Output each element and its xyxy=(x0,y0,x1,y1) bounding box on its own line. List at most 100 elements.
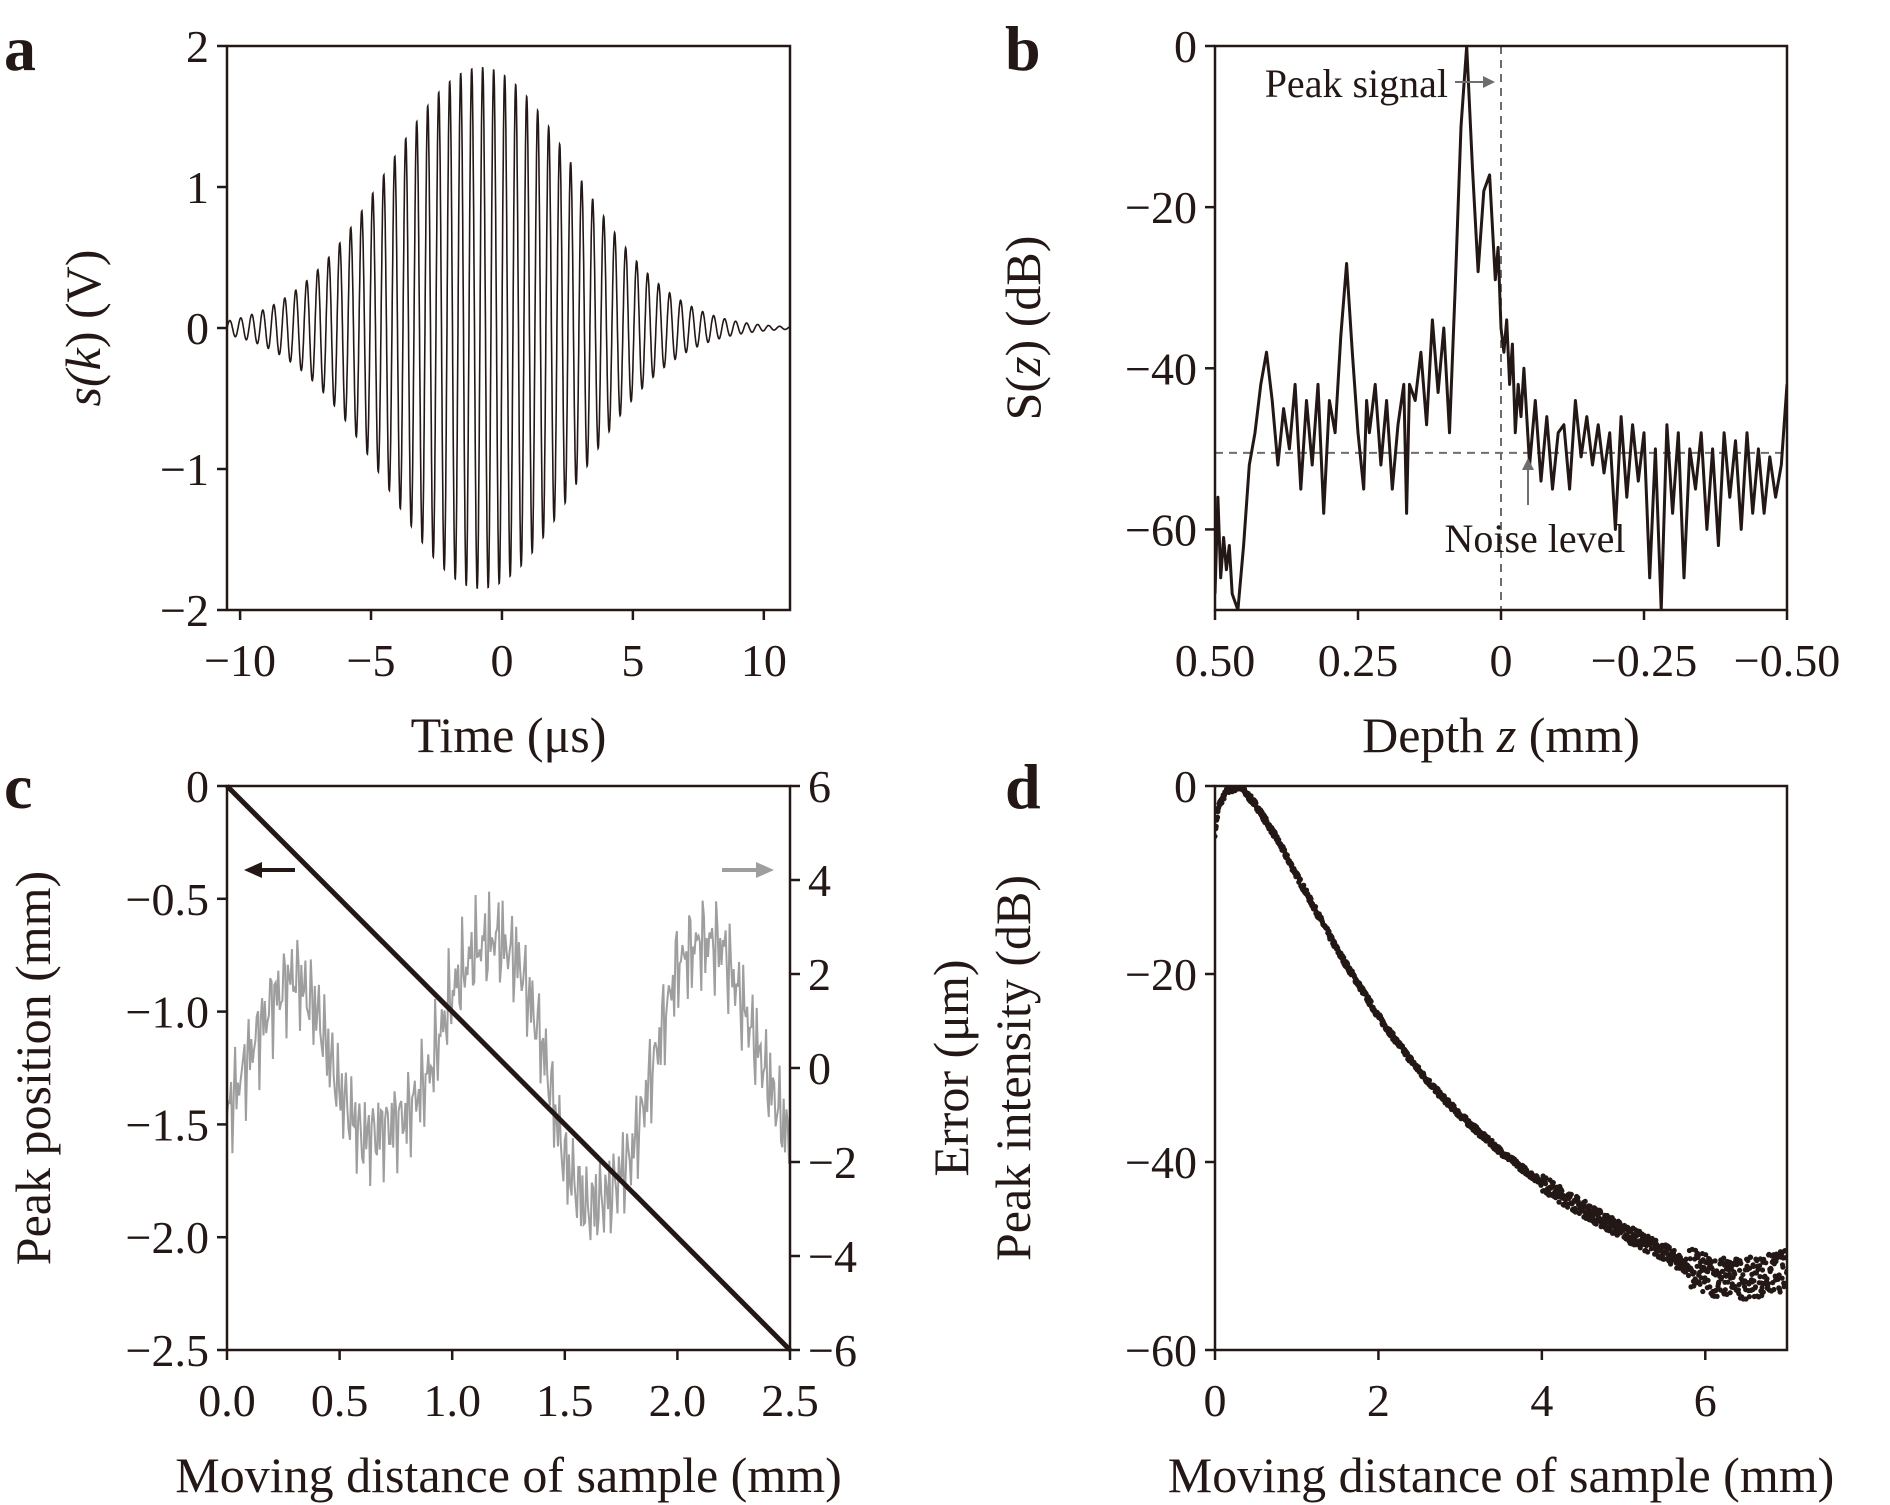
y-axis-label: Peak intensity (dB) xyxy=(985,875,1041,1261)
data-point xyxy=(1713,1287,1719,1293)
peak-position-line xyxy=(225,784,792,1352)
x-tick-label: 0.0 xyxy=(198,1375,256,1426)
data-point xyxy=(1700,1288,1706,1295)
data-point xyxy=(1721,1255,1727,1261)
x-axis-label-part: z xyxy=(1496,707,1516,763)
x-tick-label: 0 xyxy=(490,635,513,686)
x-axis-label-part: (mm) xyxy=(1516,707,1640,763)
y-tick-label: −2.0 xyxy=(126,1212,209,1263)
data-point xyxy=(1722,1287,1728,1293)
data-point xyxy=(1685,1272,1692,1279)
data-point xyxy=(1683,1269,1689,1275)
y-tick-label: 0 xyxy=(808,1043,831,1094)
data-point xyxy=(1215,814,1221,820)
x-axis-label-part: Time ( xyxy=(411,707,544,763)
y-tick-label: −2.5 xyxy=(126,1325,209,1376)
x-tick-label: 2.5 xyxy=(761,1375,819,1426)
data-point xyxy=(1732,1271,1738,1277)
data-point xyxy=(1719,1268,1725,1274)
y2-axis-label-part: ) xyxy=(923,959,979,976)
data-point xyxy=(1697,1281,1703,1287)
error-trace xyxy=(227,891,790,1241)
y-axis-label: Peak position (mm) xyxy=(5,871,61,1265)
data-point xyxy=(1712,1258,1718,1264)
y-tick-label: −6 xyxy=(808,1325,857,1376)
data-point xyxy=(1683,1256,1689,1262)
data-point xyxy=(1730,1262,1736,1268)
data-point xyxy=(1751,1278,1757,1284)
data-point xyxy=(1746,1294,1752,1300)
data-point xyxy=(1757,1274,1763,1280)
spectrum-trace xyxy=(1215,46,1787,610)
y-tick-label: −60 xyxy=(1125,504,1197,555)
y-tick-label: −1.5 xyxy=(126,1099,209,1150)
data-point xyxy=(1735,1287,1741,1293)
y-tick-label: 0 xyxy=(186,761,209,812)
data-point xyxy=(1705,1277,1711,1283)
y2-axis-label: Error (μm) xyxy=(923,959,979,1176)
y-tick-label: 0 xyxy=(186,303,209,354)
x-tick-label: 6 xyxy=(1694,1375,1717,1426)
panel-c: 0.0 0.5 1.0 1.5 2.0 2.5 −2.5 −2.0 −1.5 −1.0 −0.5 0 −… xyxy=(4,751,979,1503)
signal-trace xyxy=(227,67,790,589)
data-point xyxy=(1714,1293,1720,1299)
y-tick-label: −20 xyxy=(1125,182,1197,233)
y-tick-label: −4 xyxy=(808,1231,857,1282)
y-axis-label: s(k) (V) xyxy=(55,250,111,407)
y2-axis-label-part: Error ( xyxy=(923,1042,979,1177)
data-point xyxy=(1737,1267,1743,1273)
data-point xyxy=(1666,1244,1672,1250)
data-point xyxy=(1580,1208,1586,1214)
panel-letter: c xyxy=(4,751,32,822)
data-point xyxy=(1738,1260,1744,1266)
data-point xyxy=(1760,1289,1766,1295)
data-point xyxy=(1253,800,1259,806)
x-tick-label: −10 xyxy=(204,635,276,686)
x-tick-label: 2.0 xyxy=(649,1375,707,1426)
data-point xyxy=(1780,1264,1786,1270)
data-point xyxy=(1757,1263,1763,1269)
left-axis-arrow-head xyxy=(244,862,262,878)
data-point xyxy=(1768,1266,1774,1272)
y-tick-label: −2 xyxy=(160,585,209,636)
panel-letter: d xyxy=(1005,751,1041,822)
noise-level-label: Noise level xyxy=(1444,516,1625,561)
data-point xyxy=(1653,1237,1659,1243)
data-point xyxy=(1559,1188,1565,1194)
data-point xyxy=(1312,904,1319,910)
y-axis-label-part: s( xyxy=(55,367,111,406)
data-point xyxy=(1771,1286,1777,1293)
x-axis-label-part: Depth xyxy=(1362,707,1497,763)
data-point xyxy=(1764,1276,1770,1282)
data-point xyxy=(1301,882,1307,888)
x-tick-label: 1.0 xyxy=(423,1375,481,1426)
data-point xyxy=(1759,1267,1766,1273)
x-tick-label: 0.5 xyxy=(311,1375,369,1426)
y-tick-label: −40 xyxy=(1125,343,1197,394)
x-tick-label: 4 xyxy=(1530,1375,1553,1426)
data-point xyxy=(1284,852,1290,858)
data-point xyxy=(1777,1289,1783,1295)
y-axis-label-part: ) (dB) xyxy=(995,236,1051,357)
x-axis-label: Moving distance of sample (mm) xyxy=(175,1447,842,1503)
data-point xyxy=(1368,998,1374,1005)
data-point xyxy=(1598,1209,1604,1215)
data-point xyxy=(1727,1290,1733,1296)
x-tick-label: 0.50 xyxy=(1175,635,1256,686)
x-tick-label: 1.5 xyxy=(536,1375,594,1426)
y-tick-label: 2 xyxy=(186,21,209,72)
x-tick-label: 0.25 xyxy=(1318,635,1399,686)
data-point xyxy=(1725,1279,1731,1285)
y-tick-label: −60 xyxy=(1125,1325,1197,1376)
data-point xyxy=(1695,1253,1701,1259)
panel-letter: a xyxy=(4,13,36,84)
data-point xyxy=(1565,1204,1571,1210)
data-point xyxy=(1576,1210,1582,1216)
y-tick-label: −0.5 xyxy=(126,874,209,925)
data-point xyxy=(1575,1195,1581,1201)
data-point xyxy=(1671,1247,1677,1254)
y-tick-label: 0 xyxy=(1174,21,1197,72)
x-axis-label-part: μs xyxy=(544,707,590,763)
